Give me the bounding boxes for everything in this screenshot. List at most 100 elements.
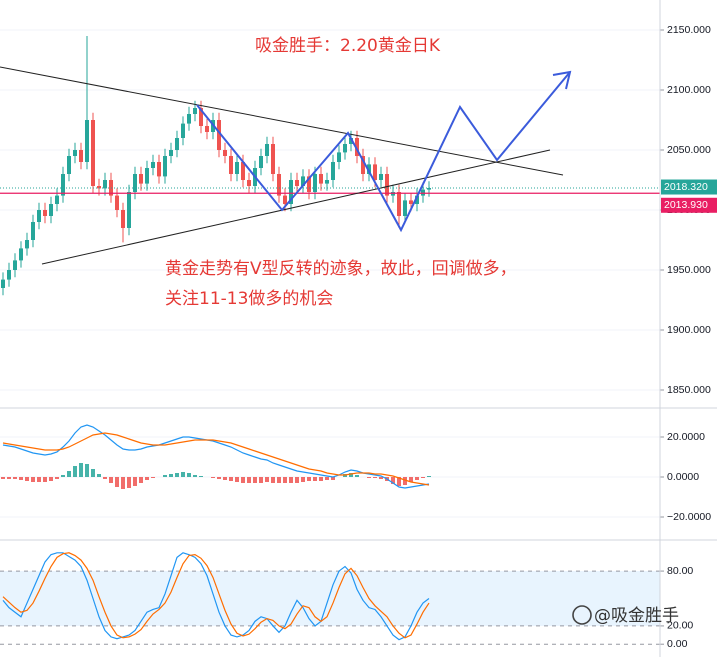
y-tick-label: 2100.000 xyxy=(667,84,711,96)
histogram-bar xyxy=(289,477,293,483)
histogram-bar xyxy=(55,477,59,479)
histogram-bar xyxy=(397,477,401,486)
candle-body xyxy=(163,156,167,177)
plot-layers: 2150.0002100.0002050.0002000.0001950.000… xyxy=(0,24,717,650)
watermark: @吸金胜手 xyxy=(572,605,679,626)
histogram-bar xyxy=(325,477,329,480)
candle-body xyxy=(175,138,179,150)
candle-body xyxy=(295,180,299,186)
annotation: 黄金走势有V型反转的迹象，故此，回调做多， xyxy=(165,259,517,279)
histogram-bar xyxy=(235,477,239,482)
candle-body xyxy=(217,120,221,150)
histogram-bar xyxy=(49,477,53,481)
indicator-line xyxy=(2,552,430,641)
candle-body xyxy=(139,174,143,184)
candle-body xyxy=(331,162,335,180)
candle-body xyxy=(349,138,353,144)
trend-line xyxy=(41,149,551,265)
candle-body xyxy=(283,195,287,204)
price-label: 2018.320 xyxy=(664,181,708,193)
candle-body xyxy=(19,248,23,261)
price-label: 2013.930 xyxy=(664,199,708,211)
candle-body xyxy=(31,222,35,240)
candle-body xyxy=(13,260,17,270)
histogram-bar xyxy=(181,472,185,477)
histogram-bar xyxy=(13,477,17,479)
candle-body xyxy=(277,174,281,196)
histogram-bar xyxy=(127,477,131,488)
histogram-bar xyxy=(25,477,29,481)
candle-body xyxy=(43,210,47,216)
histogram-bar xyxy=(211,477,215,478)
histogram-bar xyxy=(217,477,221,479)
histogram-bar xyxy=(85,464,89,477)
y-tick-label: 1900.000 xyxy=(667,324,711,336)
histogram-bar xyxy=(199,476,203,477)
histogram-bar xyxy=(163,475,167,477)
candle-body xyxy=(301,176,305,186)
candle-body xyxy=(127,192,131,228)
candle-body xyxy=(379,174,383,180)
y-tick-label: 20.0000 xyxy=(667,431,705,443)
histogram-bar xyxy=(1,477,5,479)
histogram-bar xyxy=(229,477,233,481)
price-label-box xyxy=(661,179,717,195)
arrow-head xyxy=(552,70,572,90)
candle-body xyxy=(385,174,389,196)
candle-body xyxy=(97,186,101,189)
projection-path xyxy=(196,71,571,233)
candle-body xyxy=(247,180,251,186)
histogram-bar xyxy=(145,477,149,480)
candle-body xyxy=(325,180,329,184)
histogram-bar xyxy=(151,477,155,478)
candle-body xyxy=(61,174,65,196)
candle-body xyxy=(367,164,371,174)
watermark-icon xyxy=(572,605,592,625)
histogram-bar xyxy=(427,476,431,477)
candle-body xyxy=(235,162,239,174)
histogram-bar xyxy=(67,471,71,477)
histogram-bar xyxy=(121,477,125,489)
y-tick-label: 2150.000 xyxy=(667,24,711,36)
histogram-bar xyxy=(271,477,275,483)
histogram-bar xyxy=(187,473,191,477)
histogram-bar xyxy=(175,473,179,477)
histogram-bar xyxy=(79,463,83,477)
annotation: 关注11-13做多的机会 xyxy=(165,289,333,309)
candle-body xyxy=(307,176,311,192)
histogram-bar xyxy=(169,474,173,477)
candle-body xyxy=(205,126,209,132)
candle-body xyxy=(187,114,191,124)
candle-body xyxy=(397,192,401,216)
histogram-bar xyxy=(415,477,419,480)
histogram-bar xyxy=(61,475,65,477)
histogram-bar xyxy=(313,477,317,481)
candle-body xyxy=(79,150,83,162)
candle-body xyxy=(199,108,203,126)
candle-body xyxy=(427,188,431,190)
y-tick-label: 1950.000 xyxy=(667,264,711,276)
histogram-bar xyxy=(355,475,359,477)
candle-body xyxy=(355,138,359,156)
candle-body xyxy=(319,174,323,184)
candle-body xyxy=(193,108,197,114)
histogram-bar xyxy=(391,477,395,484)
watermark-text: @吸金胜手 xyxy=(594,606,679,626)
candle-body xyxy=(25,240,29,249)
candle-body xyxy=(121,210,125,228)
y-tick-label: 0.00 xyxy=(667,638,688,650)
histogram-bar xyxy=(373,477,377,478)
y-tick-label: −20.0000 xyxy=(667,511,711,523)
y-tick-label: 1850.000 xyxy=(667,384,711,396)
candle-body xyxy=(265,144,269,156)
candle-body xyxy=(55,195,59,204)
histogram-bar xyxy=(247,477,251,483)
indicator-line xyxy=(2,552,430,639)
histogram-bar xyxy=(301,477,305,482)
histogram-bar xyxy=(103,477,107,479)
candle-body xyxy=(67,156,71,174)
candle-body xyxy=(133,174,137,192)
histogram-bar xyxy=(115,477,119,487)
candle-body xyxy=(421,189,425,196)
